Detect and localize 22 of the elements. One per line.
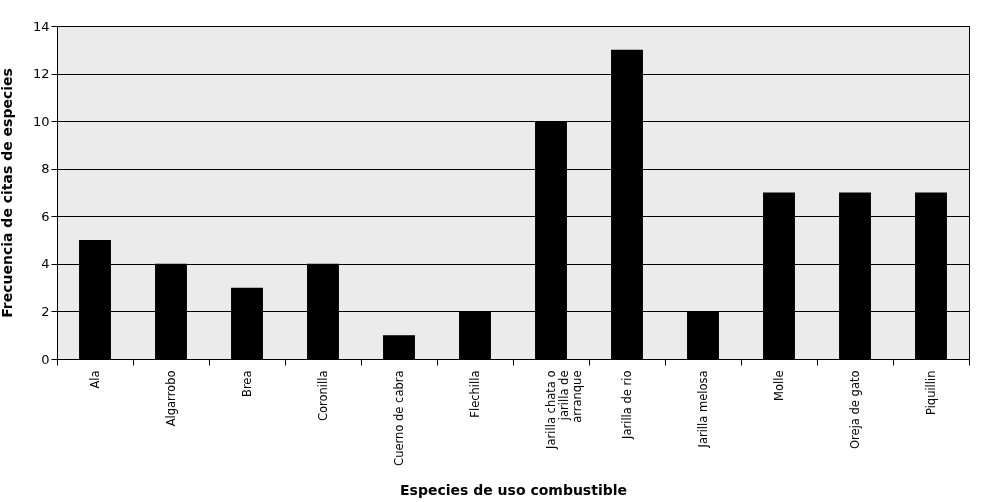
x-tick-label: Piquillin: [923, 370, 938, 416]
x-tick-label: Jarilla melosa: [695, 370, 710, 449]
y-tick-label: 10: [32, 113, 50, 129]
x-tick-label: Molle: [771, 370, 786, 401]
y-tick-label: 4: [41, 256, 50, 272]
x-tick-label: Coronilla: [315, 370, 330, 421]
y-tick-label: 6: [41, 208, 50, 224]
x-tick-label: Brea: [239, 370, 254, 397]
y-tick-label: 14: [32, 18, 50, 34]
y-tick-label: 2: [41, 303, 50, 319]
x-tick-label: Cuerno de cabra: [391, 370, 406, 466]
y-tick-label: 12: [32, 66, 50, 82]
x-tick-label: Jarilla de rio: [619, 370, 634, 440]
x-tick-label: Algarrobo: [163, 370, 178, 427]
y-axis-title: Frecuencia de citas de especies: [0, 68, 15, 318]
y-tick-label: 8: [41, 161, 50, 177]
x-tick-label: Oreja de gato: [847, 370, 862, 449]
y-tick-label: 0: [41, 351, 50, 367]
x-tick-label: Flechilla: [467, 370, 482, 418]
x-tick-label: Jarilla chata o jarilla de arranque: [543, 370, 584, 450]
x-tick-label: Ala: [87, 370, 102, 389]
x-axis-title: Especies de uso combustible: [399, 481, 628, 498]
